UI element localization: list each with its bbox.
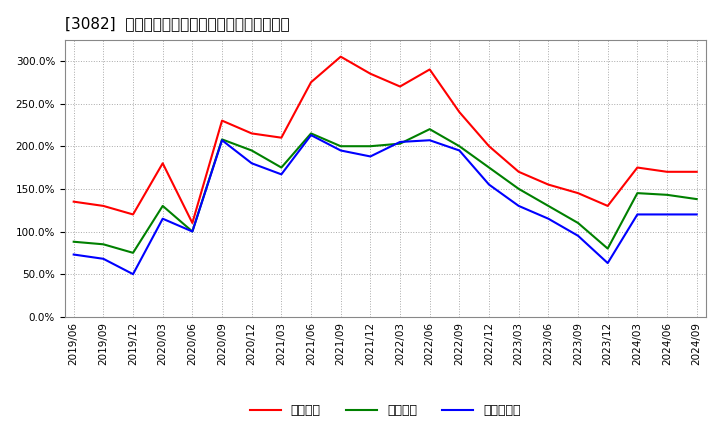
当座比率 [336,143,345,149]
現預金比率 [336,148,345,153]
流動比率 [336,54,345,59]
当座比率 [307,131,315,136]
当座比率 [188,229,197,234]
当座比率 [603,246,612,251]
当座比率 [99,242,108,247]
現預金比率 [158,216,167,221]
Line: 現預金比率: 現預金比率 [73,135,697,274]
現預金比率 [188,229,197,234]
現預金比率 [633,212,642,217]
現預金比率 [514,203,523,209]
Line: 当座比率: 当座比率 [73,129,697,253]
Text: [3082]  流動比率、当座比率、現預金比率の推移: [3082] 流動比率、当座比率、現預金比率の推移 [65,16,289,32]
Line: 流動比率: 流動比率 [73,57,697,223]
流動比率 [307,80,315,85]
流動比率 [603,203,612,209]
当座比率 [514,186,523,191]
現預金比率 [217,138,226,143]
当座比率 [574,220,582,226]
流動比率 [693,169,701,174]
流動比率 [396,84,405,89]
当座比率 [248,148,256,153]
流動比率 [662,169,671,174]
流動比率 [129,212,138,217]
当座比率 [455,143,464,149]
流動比率 [158,161,167,166]
現預金比率 [455,148,464,153]
現預金比率 [69,252,78,257]
当座比率 [277,165,286,170]
流動比率 [544,182,553,187]
当座比率 [693,196,701,202]
現預金比率 [693,212,701,217]
流動比率 [514,169,523,174]
流動比率 [217,118,226,123]
当座比率 [544,203,553,209]
当座比率 [633,191,642,196]
現預金比率 [366,154,374,159]
現預金比率 [248,161,256,166]
流動比率 [99,203,108,209]
現預金比率 [307,132,315,138]
現預金比率 [662,212,671,217]
当座比率 [158,203,167,209]
現預金比率 [603,260,612,266]
現預金比率 [426,138,434,143]
現預金比率 [129,271,138,277]
現預金比率 [485,182,493,187]
流動比率 [366,71,374,77]
Legend: 流動比率, 当座比率, 現預金比率: 流動比率, 当座比率, 現預金比率 [245,399,526,422]
現預金比率 [544,216,553,221]
現預金比率 [396,139,405,145]
流動比率 [574,191,582,196]
当座比率 [396,141,405,146]
流動比率 [69,199,78,204]
流動比率 [455,110,464,115]
現預金比率 [574,233,582,238]
現預金比率 [99,256,108,261]
流動比率 [426,67,434,72]
流動比率 [188,220,197,226]
流動比率 [277,135,286,140]
当座比率 [366,143,374,149]
当座比率 [217,137,226,142]
当座比率 [485,165,493,170]
流動比率 [248,131,256,136]
流動比率 [485,143,493,149]
流動比率 [633,165,642,170]
当座比率 [69,239,78,244]
現預金比率 [277,172,286,177]
当座比率 [662,192,671,198]
当座比率 [426,127,434,132]
当座比率 [129,250,138,256]
